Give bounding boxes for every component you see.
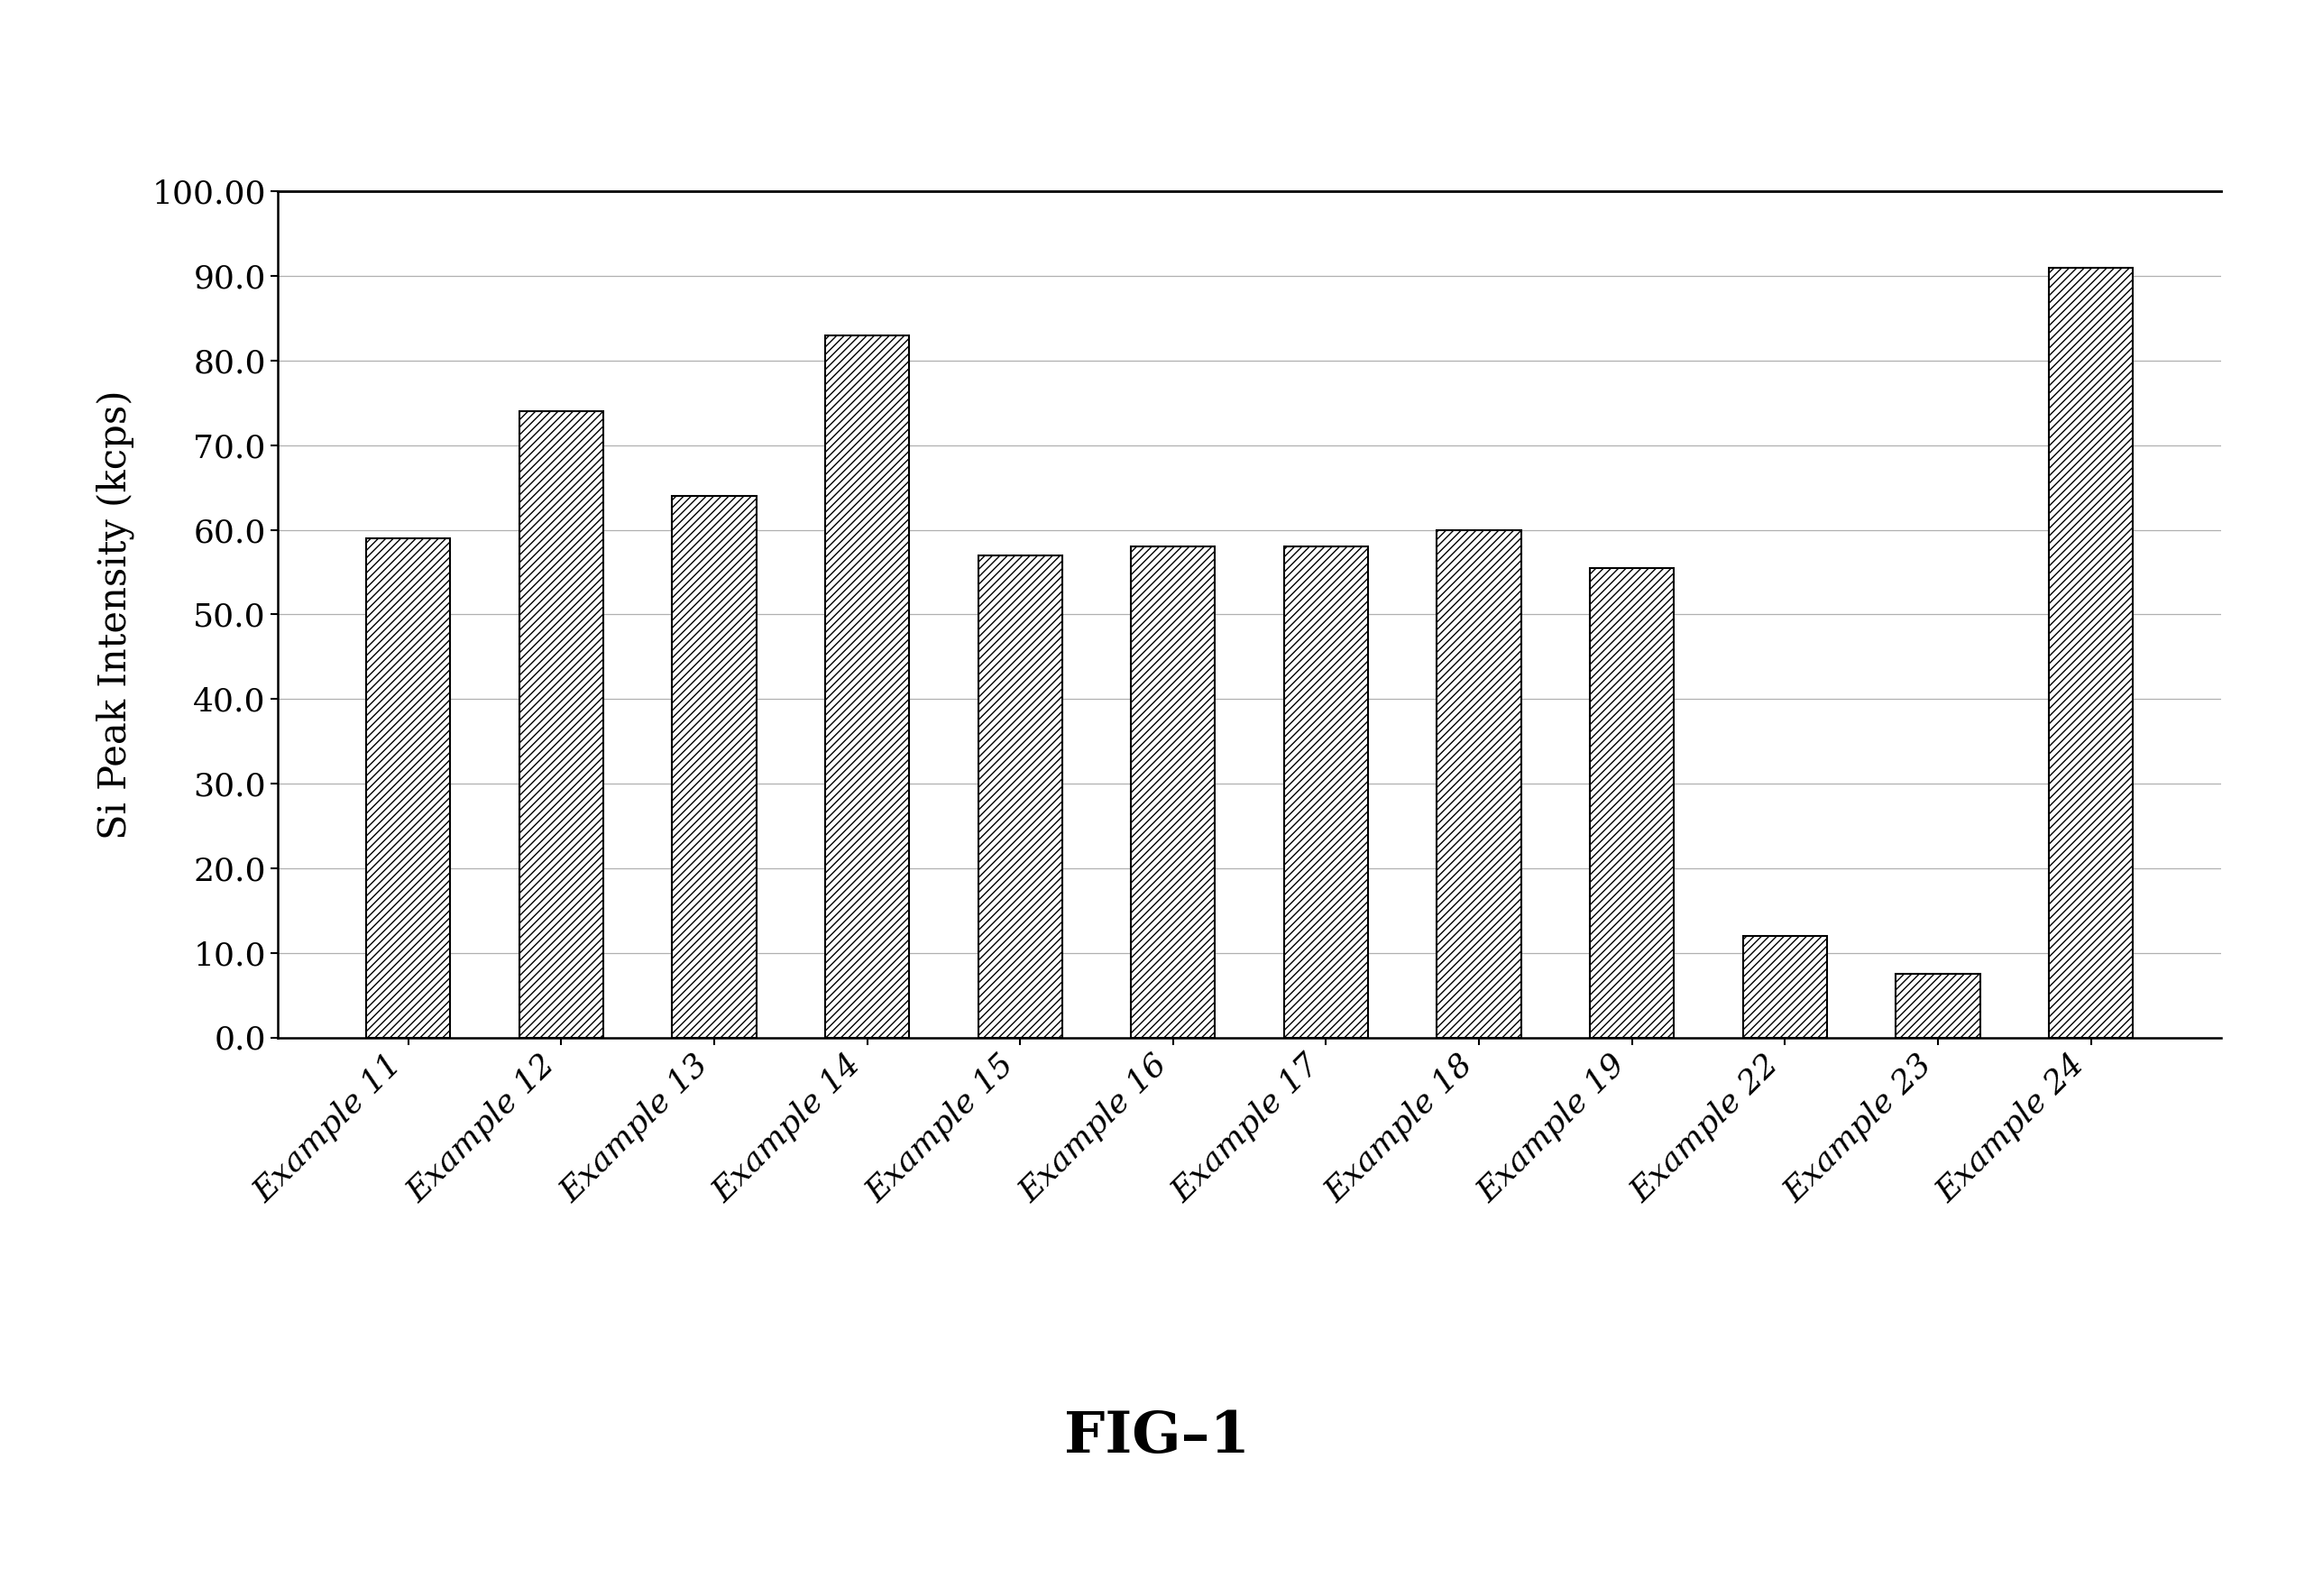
- Bar: [826, 335, 909, 1037]
- Bar: [1437, 530, 1520, 1037]
- Bar: [979, 555, 1062, 1037]
- Y-axis label: Si Peak Intensity (kcps): Si Peak Intensity (kcps): [95, 389, 134, 839]
- Bar: [366, 538, 451, 1037]
- Bar: [1742, 935, 1828, 1037]
- Bar: [671, 496, 757, 1037]
- Bar: [2048, 268, 2134, 1037]
- Bar: [1895, 974, 1981, 1037]
- Bar: [518, 412, 604, 1037]
- Bar: [1284, 547, 1368, 1037]
- Bar: [1132, 547, 1215, 1037]
- Bar: [1590, 568, 1673, 1037]
- Text: FIG–1: FIG–1: [1064, 1409, 1250, 1464]
